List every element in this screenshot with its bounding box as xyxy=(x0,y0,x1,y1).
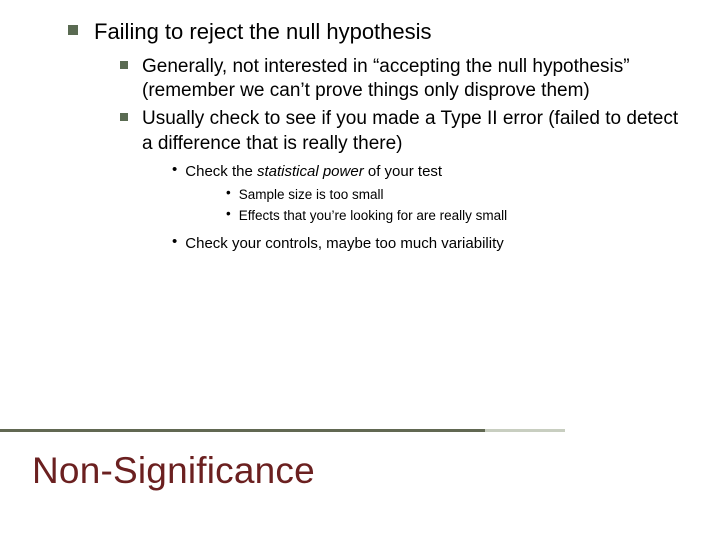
level3-text: Check your controls, maybe too much vari… xyxy=(185,234,503,254)
footer-rule-dark xyxy=(0,429,485,432)
level3-group: • Check your controls, maybe too much va… xyxy=(172,234,688,254)
dot-bullet-icon: • xyxy=(172,234,177,249)
level4-text: Sample size is too small xyxy=(239,186,384,205)
level3a-prefix: Check the xyxy=(185,163,257,180)
level3a-italic: statistical power xyxy=(257,163,364,180)
level2-group: Generally, not interested in “accepting … xyxy=(120,55,688,156)
dot-bullet-icon: • xyxy=(226,207,231,221)
level3-group: • Check the statistical power of your te… xyxy=(172,162,688,182)
bullet-level2: Usually check to see if you made a Type … xyxy=(120,107,688,156)
dot-bullet-icon: • xyxy=(226,186,231,200)
footer-rule xyxy=(0,429,565,432)
level3-text: Check the statistical power of your test xyxy=(185,162,442,182)
level4-text: Effects that you’re looking for are real… xyxy=(239,207,507,226)
bullet-level3: • Check your controls, maybe too much va… xyxy=(172,234,688,254)
level1-text: Failing to reject the null hypothesis xyxy=(94,18,432,47)
square-bullet-icon xyxy=(120,113,128,121)
level3a-suffix: of your test xyxy=(364,163,442,180)
level2-text: Generally, not interested in “accepting … xyxy=(142,55,688,104)
footer-rule-light xyxy=(485,429,565,432)
slide-title: Non-Significance xyxy=(32,450,315,492)
dot-bullet-icon: • xyxy=(172,162,177,177)
bullet-level2: Generally, not interested in “accepting … xyxy=(120,55,688,104)
slide: Failing to reject the null hypothesis Ge… xyxy=(0,0,720,540)
bullet-level1: Failing to reject the null hypothesis xyxy=(68,18,688,47)
level2-text: Usually check to see if you made a Type … xyxy=(142,107,688,156)
square-bullet-icon xyxy=(120,61,128,69)
bullet-level4: • Sample size is too small xyxy=(226,186,688,205)
level4-group: • Sample size is too small • Effects tha… xyxy=(226,186,688,226)
square-bullet-icon xyxy=(68,25,78,35)
bullet-level4: • Effects that you’re looking for are re… xyxy=(226,207,688,226)
bullet-level3: • Check the statistical power of your te… xyxy=(172,162,688,182)
